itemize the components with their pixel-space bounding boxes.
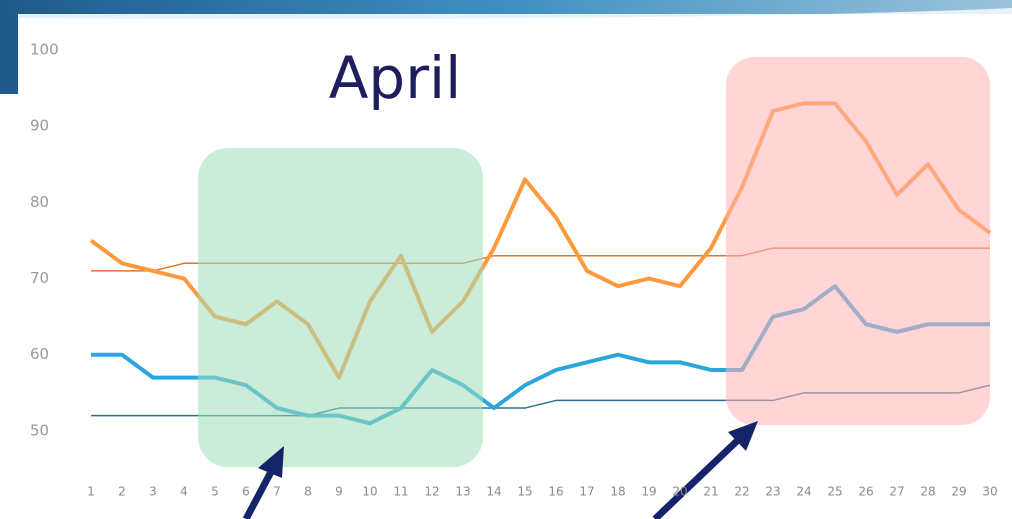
y-tick-label: 60: [30, 345, 49, 363]
x-tick-label: 4: [180, 485, 188, 499]
x-tick-label: 6: [242, 485, 250, 499]
x-tick-label: 21: [703, 485, 718, 499]
x-tick-label: 19: [641, 485, 656, 499]
x-tick-label: 22: [734, 485, 749, 499]
highlight-box: [726, 57, 990, 425]
x-tick-label: 30: [982, 485, 997, 499]
x-tick-label: 20: [672, 485, 687, 499]
x-tick-label: 5: [211, 485, 219, 499]
x-tick-label: 12: [424, 485, 439, 499]
x-tick-label: 18: [610, 485, 625, 499]
x-tick-label: 13: [455, 485, 470, 499]
y-tick-label: 70: [30, 269, 49, 287]
x-tick-label: 16: [548, 485, 563, 499]
x-tick-label: 26: [858, 485, 873, 499]
y-tick-label: 90: [30, 117, 49, 135]
x-tick-label: 17: [579, 485, 594, 499]
y-tick-label: 50: [30, 421, 49, 439]
header-band: [0, 0, 1012, 14]
arrow: [652, 421, 758, 519]
x-tick-label: 10: [362, 485, 377, 499]
x-tick-label: 24: [796, 485, 811, 499]
x-tick-label: 27: [889, 485, 904, 499]
highlight-box: [198, 148, 483, 467]
y-tick-label: 100: [30, 41, 59, 59]
x-tick-label: 25: [827, 485, 842, 499]
arrow: [242, 446, 284, 519]
header-strip: [0, 8, 1012, 19]
x-tick-label: 2: [118, 485, 126, 499]
x-tick-label: 7: [273, 485, 281, 499]
x-tick-label: 28: [920, 485, 935, 499]
y-tick-label: 80: [30, 193, 49, 211]
x-tick-label: 11: [393, 485, 408, 499]
x-tick-label: 14: [486, 485, 501, 499]
x-tick-label: 8: [304, 485, 312, 499]
x-tick-label: 29: [951, 485, 966, 499]
x-tick-label: 1: [87, 485, 95, 499]
chart-title: April: [329, 44, 462, 112]
x-tick-label: 23: [765, 485, 780, 499]
side-block: [0, 14, 18, 94]
x-tick-label: 15: [517, 485, 532, 499]
x-tick-label: 9: [335, 485, 343, 499]
x-tick-label: 3: [149, 485, 157, 499]
